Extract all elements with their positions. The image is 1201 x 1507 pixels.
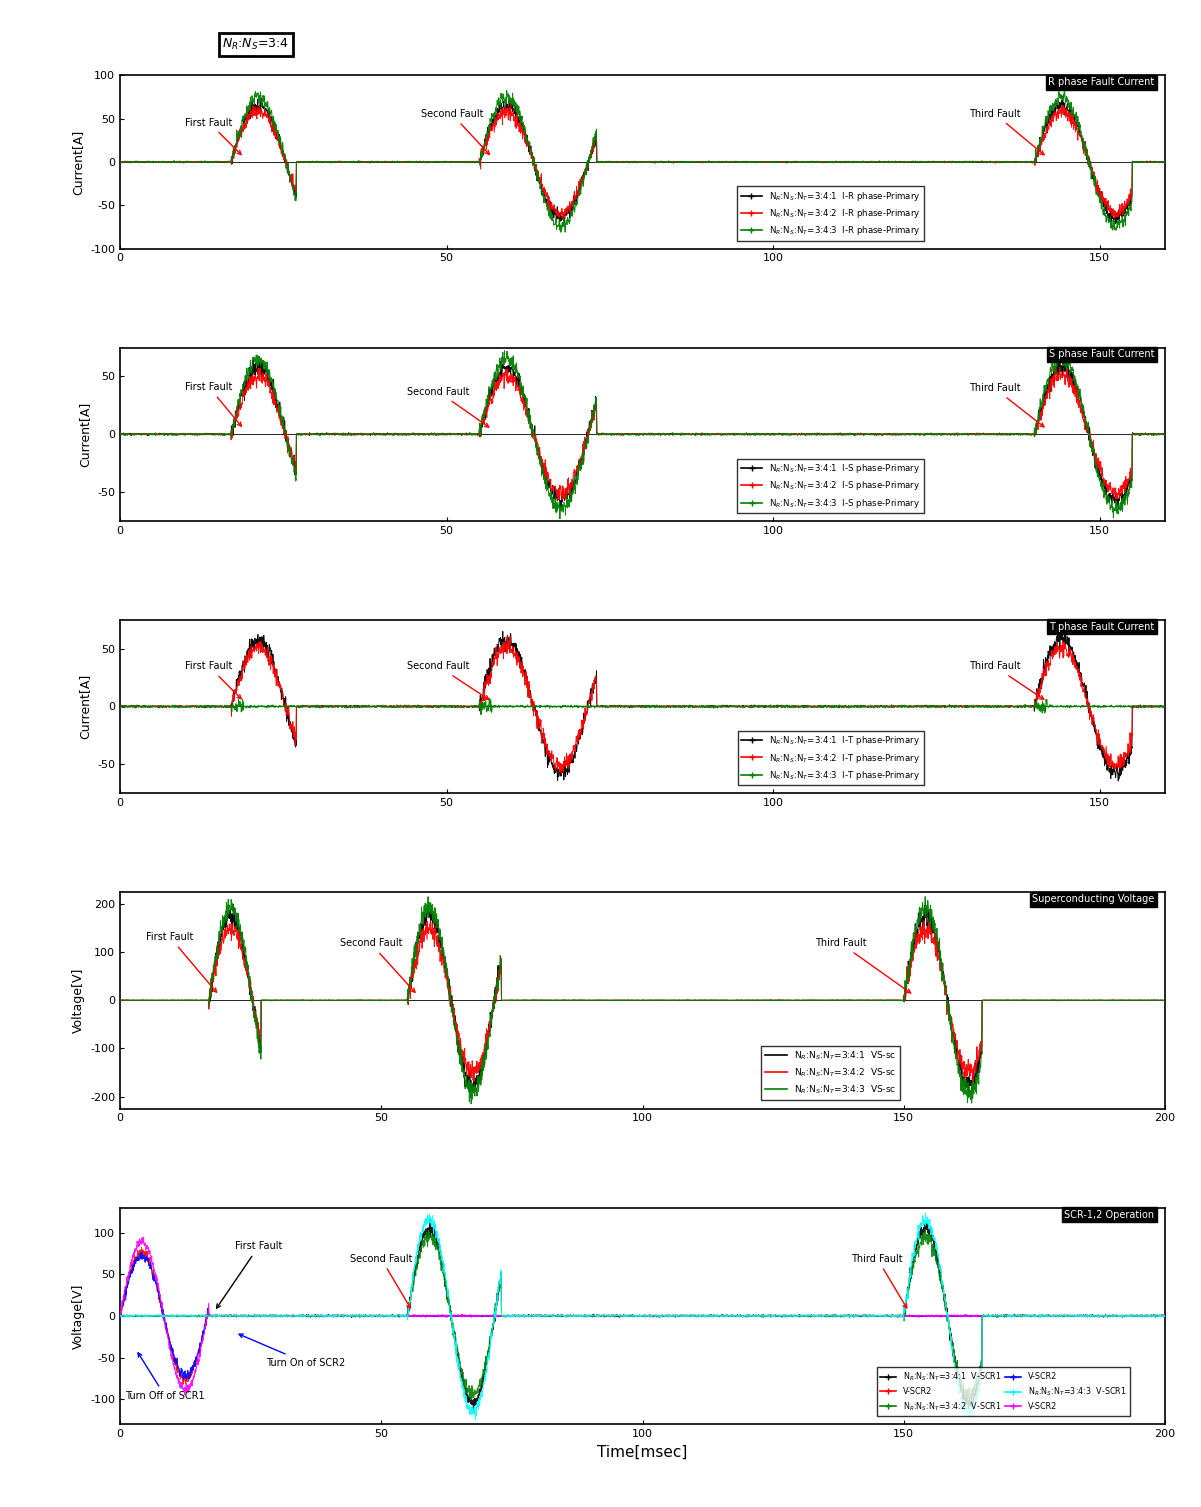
Text: SCR-1,2 Operation: SCR-1,2 Operation xyxy=(1064,1210,1154,1219)
Text: Third Fault: Third Fault xyxy=(815,939,910,993)
Text: First Fault: First Fault xyxy=(185,383,241,426)
Text: Turn On of SCR2: Turn On of SCR2 xyxy=(239,1334,346,1368)
Legend: N$_R$:N$_S$:N$_T$=3:4:1  I-T phase-Primary, N$_R$:N$_S$:N$_T$=3:4:2  I-T phase-P: N$_R$:N$_S$:N$_T$=3:4:1 I-T phase-Primar… xyxy=(737,731,924,785)
Text: S phase Fault Current: S phase Fault Current xyxy=(1048,350,1154,359)
Legend: N$_R$:N$_S$:N$_T$=3:4:1  I-R phase-Primary, N$_R$:N$_S$:N$_T$=3:4:2  I-R phase-P: N$_R$:N$_S$:N$_T$=3:4:1 I-R phase-Primar… xyxy=(737,187,924,241)
Legend: N$_R$:N$_S$:N$_T$=3:4:1  I-S phase-Primary, N$_R$:N$_S$:N$_T$=3:4:2  I-S phase-P: N$_R$:N$_S$:N$_T$=3:4:1 I-S phase-Primar… xyxy=(737,458,924,512)
Text: First Fault: First Fault xyxy=(185,662,241,699)
Y-axis label: Voltage[V]: Voltage[V] xyxy=(72,967,84,1032)
Text: Third Fault: Third Fault xyxy=(852,1254,907,1308)
Text: Third Fault: Third Fault xyxy=(969,662,1044,699)
Text: Second Fault: Second Fault xyxy=(349,1254,412,1308)
Legend: N$_R$:N$_S$:N$_T$=3:4:1  V-SCR1, V-SCR2, N$_R$:N$_S$:N$_T$=3:4:2  V-SCR1, V-SCR2: N$_R$:N$_S$:N$_T$=3:4:1 V-SCR1, V-SCR2, … xyxy=(877,1367,1130,1415)
Text: Third Fault: Third Fault xyxy=(969,109,1044,155)
Text: $N_R$:$N_S$=3:4: $N_R$:$N_S$=3:4 xyxy=(222,38,289,53)
Text: Second Fault: Second Fault xyxy=(340,939,416,992)
Y-axis label: Voltage[V]: Voltage[V] xyxy=(72,1282,85,1349)
Text: T phase Fault Current: T phase Fault Current xyxy=(1050,621,1154,631)
Text: Second Fault: Second Fault xyxy=(407,662,489,699)
Text: First Fault: First Fault xyxy=(147,933,216,992)
Legend: N$_R$:N$_S$:N$_T$=3:4:1  VS-sc, N$_R$:N$_S$:N$_T$=3:4:2  VS-sc, N$_R$:N$_S$:N$_T: N$_R$:N$_S$:N$_T$=3:4:1 VS-sc, N$_R$:N$_… xyxy=(761,1046,901,1100)
Text: Superconducting Voltage: Superconducting Voltage xyxy=(1033,894,1154,904)
Y-axis label: Current[A]: Current[A] xyxy=(72,130,85,194)
Y-axis label: Current[A]: Current[A] xyxy=(79,674,91,738)
Text: First Fault: First Fault xyxy=(216,1242,282,1308)
Text: Second Fault: Second Fault xyxy=(420,109,489,154)
Text: R phase Fault Current: R phase Fault Current xyxy=(1048,77,1154,87)
X-axis label: Time[msec]: Time[msec] xyxy=(597,1445,688,1460)
Text: Turn Off of SCR1: Turn Off of SCR1 xyxy=(125,1353,205,1402)
Text: Third Fault: Third Fault xyxy=(969,383,1044,426)
Text: First Fault: First Fault xyxy=(185,118,241,155)
Y-axis label: Current[A]: Current[A] xyxy=(79,401,91,467)
Text: Second Fault: Second Fault xyxy=(407,387,489,426)
